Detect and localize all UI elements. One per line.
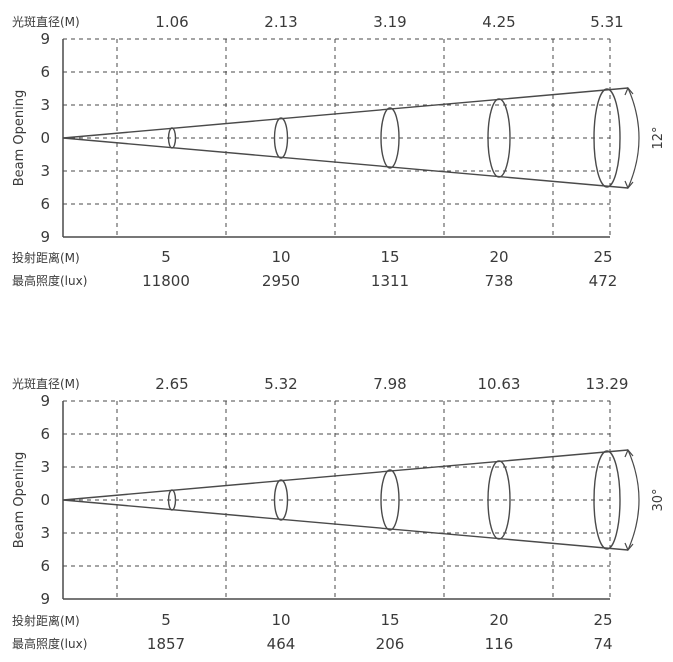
y-tick-label: 6 [40, 63, 50, 81]
arrowhead-icon [624, 86, 634, 96]
illuminance-value: 116 [485, 635, 514, 653]
diameter-value: 4.25 [482, 13, 515, 31]
beam-spot [380, 469, 400, 531]
beam-spot [593, 88, 621, 188]
beam-spot [487, 98, 511, 178]
diameter-value: 1.06 [155, 13, 188, 31]
distance-value: 25 [593, 248, 612, 266]
y-tick-label: 3 [40, 162, 50, 180]
illuminance-value: 1857 [147, 635, 185, 653]
y-axis-label: Beam Opening [12, 452, 27, 549]
illuminance-value: 74 [593, 635, 612, 653]
beam-spot [273, 117, 289, 159]
illuminance-value: 464 [267, 635, 296, 653]
diameter-value: 5.31 [590, 13, 623, 31]
y-tick-label: 9 [40, 228, 50, 246]
y-tick-label: 6 [40, 195, 50, 213]
diameter-value: 13.29 [586, 375, 629, 393]
beam-lower-edge [62, 499, 629, 551]
illuminance-value: 11800 [142, 272, 190, 290]
y-tick-label: 9 [40, 392, 50, 410]
y-tick-label: 3 [40, 524, 50, 542]
arrowhead-icon [624, 448, 634, 458]
illuminance-value: 738 [485, 272, 514, 290]
beam-upper-edge [62, 449, 629, 501]
distance-value: 25 [593, 611, 612, 629]
diameter-row-label: 光斑直径(M) [12, 15, 80, 29]
beam-spot [593, 450, 621, 550]
diameter-value: 3.19 [373, 13, 406, 31]
diameter-value: 2.13 [264, 13, 297, 31]
y-tick-label: 6 [40, 425, 50, 443]
illuminance-value: 472 [589, 272, 618, 290]
beam-angle-arc [627, 87, 640, 189]
beam-angle-arc [627, 449, 640, 551]
distance-value: 20 [489, 248, 508, 266]
illuminance-value: 2950 [262, 272, 300, 290]
distance-value: 5 [161, 248, 171, 266]
beam-upper-edge [62, 87, 629, 139]
distance-value: 20 [489, 611, 508, 629]
distance-value: 5 [161, 611, 171, 629]
distance-value: 15 [380, 248, 399, 266]
beam-panel-1: 光斑直径(M) 1.06 2.13 3.19 4.25 5.31 9 6 3 0 3 6 9 12° Bea… [12, 13, 666, 290]
distance-row-label: 投射距离(M) [12, 250, 80, 265]
arrowhead-icon [624, 542, 634, 552]
y-tick-label: 0 [40, 129, 50, 147]
y-axis-label: Beam Opening [12, 90, 27, 187]
diameter-row-label: 光斑直径(M) [12, 377, 80, 391]
beam-spot [487, 460, 511, 540]
distance-value: 10 [271, 248, 290, 266]
beam-spot [167, 489, 177, 511]
y-tick-label: 3 [40, 96, 50, 114]
illuminance-value: 206 [376, 635, 405, 653]
beam-lower-edge [62, 137, 629, 189]
distance-value: 15 [380, 611, 399, 629]
diameter-value: 10.63 [478, 375, 521, 393]
illuminance-value: 1311 [371, 272, 409, 290]
illuminance-row-label: 最高照度(lux) [12, 636, 87, 651]
diameter-value: 5.32 [264, 375, 297, 393]
beam-panel-2: 光斑直径(M) 2.65 5.32 7.98 10.63 13.29 9 6 3 0 3 6 9 30° B… [12, 375, 666, 653]
diameter-value: 7.98 [373, 375, 406, 393]
distance-value: 10 [271, 611, 290, 629]
distance-row-label: 投射距离(M) [12, 613, 80, 628]
y-tick-label: 3 [40, 458, 50, 476]
y-tick-label: 6 [40, 557, 50, 575]
illuminance-row-label: 最高照度(lux) [12, 273, 87, 288]
y-tick-label: 9 [40, 590, 50, 608]
y-tick-label: 9 [40, 30, 50, 48]
beam-spot [273, 479, 289, 521]
diameter-value: 2.65 [155, 375, 188, 393]
beam-angle-label: 12° [651, 126, 666, 149]
arrowhead-icon [624, 180, 634, 190]
beam-spot [167, 127, 177, 149]
y-tick-label: 0 [40, 491, 50, 509]
beam-spot [380, 107, 400, 169]
beam-angle-label: 30° [651, 488, 666, 511]
